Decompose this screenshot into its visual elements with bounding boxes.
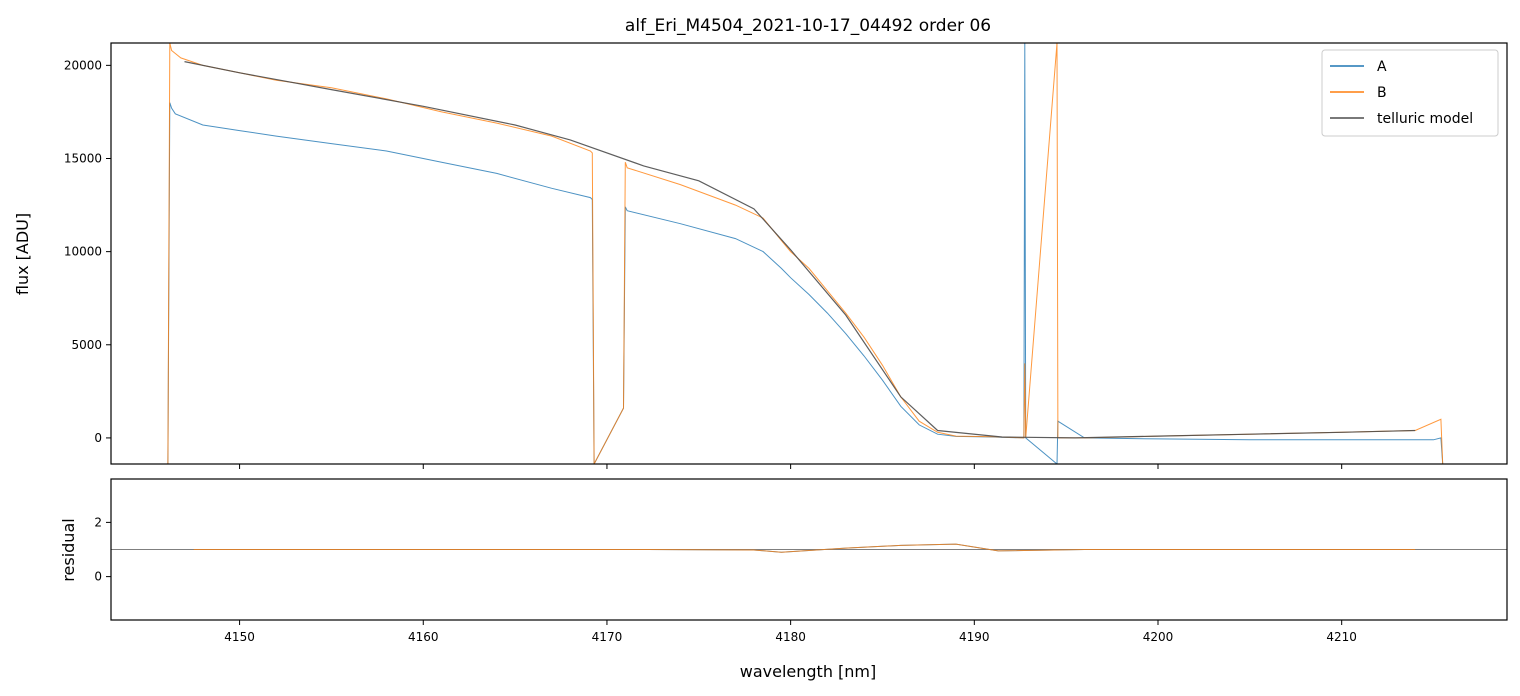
legend-label-b: B [1377, 85, 1387, 101]
top-ytick-label: 5000 [71, 338, 102, 352]
bottom-xtick-label: 4180 [775, 630, 806, 644]
legend: A B telluric model [1321, 49, 1499, 137]
chart-title: alf_Eri_M4504_2021-10-17_04492 order 06 [625, 16, 991, 36]
bottom-xtick-label: 4190 [959, 630, 990, 644]
bottom-y-axis-title: residual [59, 518, 78, 581]
top-series-b [167, 43, 1444, 464]
legend-label-telluric: telluric model [1377, 111, 1473, 127]
bottom-axes-frame [110, 478, 1508, 621]
bottom-ytick-label: 2 [94, 515, 102, 529]
top-panel: 0 5000 10000 15000 20000 flux [ADU] A B tell… [13, 42, 1508, 469]
bottom-x-ticks: 4150 4160 4170 4180 4190 4200 4210 [224, 620, 1357, 644]
bottom-xtick-label: 4170 [592, 630, 623, 644]
legend-label-a: A [1377, 59, 1387, 75]
bottom-plot-area [111, 543, 1507, 553]
bottom-xtick-label: 4210 [1326, 630, 1357, 644]
top-x-ticks [239, 464, 1343, 469]
top-y-axis-title: flux [ADU] [13, 213, 32, 295]
top-ytick-label: 20000 [64, 58, 102, 72]
bottom-series-b [193, 543, 1416, 553]
top-ytick-label: 15000 [64, 151, 102, 165]
x-axis-title: wavelength [nm] [740, 662, 877, 681]
bottom-xtick-label: 4150 [224, 630, 255, 644]
bottom-ytick-label: 0 [94, 570, 102, 584]
top-y-ticks: 0 5000 10000 15000 20000 [64, 58, 111, 445]
top-series-telluric-model [184, 61, 1416, 439]
top-axes-frame [110, 42, 1508, 465]
bottom-xtick-label: 4160 [408, 630, 439, 644]
bottom-panel: 02 4150 4160 4170 4180 4190 4200 4210 residual… [59, 478, 1508, 681]
legend-box [1321, 49, 1499, 137]
bottom-y-ticks: 02 [94, 515, 111, 584]
top-ytick-label: 10000 [64, 245, 102, 259]
bottom-xtick-label: 4200 [1143, 630, 1174, 644]
top-plot-area [167, 43, 1444, 464]
top-ytick-label: 0 [94, 431, 102, 445]
